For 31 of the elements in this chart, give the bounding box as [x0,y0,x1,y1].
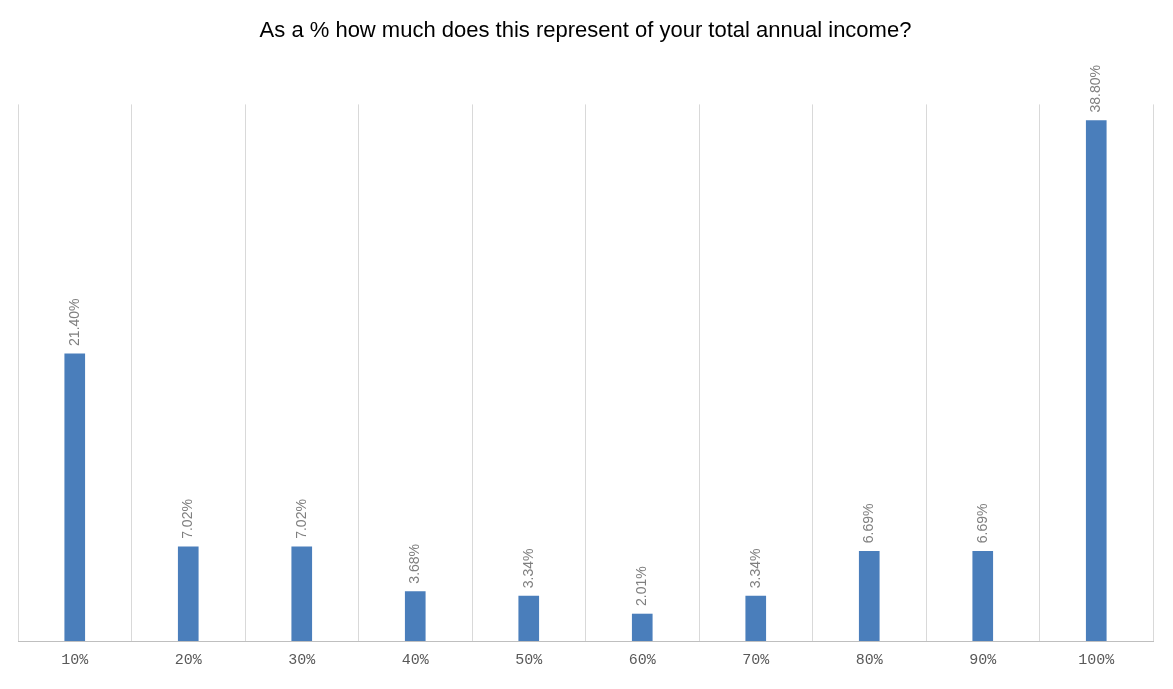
bar [972,550,994,641]
x-tick-label: 10% [61,651,90,669]
bar [631,613,653,641]
x-tick-label: 60% [628,651,657,669]
data-label: 38.80% [1087,65,1104,113]
x-tick-label: 70% [742,651,771,669]
bar [64,353,86,641]
x-tick-label: 90% [969,651,998,669]
data-label: 6.69% [973,503,990,544]
bar [177,546,199,641]
x-tick-label: 30% [288,651,317,669]
data-label: 21.40% [65,298,82,346]
data-label: 3.68% [406,543,423,584]
data-label: 3.34% [746,548,763,589]
data-label: 7.02% [292,499,309,539]
data-label: 7.02% [179,499,196,539]
x-tick-label: 40% [401,651,430,669]
bar [404,591,426,641]
bar [518,595,540,641]
bar [745,595,767,641]
x-tick-label: 50% [515,651,544,669]
bar [291,546,313,641]
bar [858,550,880,641]
bar [1085,120,1107,641]
x-tick-label: 100% [1078,651,1116,669]
chart-title: As a % how much does this represent of your total annual income? [259,17,912,43]
data-label: 2.01% [633,566,650,607]
data-label: 3.34% [519,548,536,589]
x-tick-label: 20% [174,651,203,669]
data-label: 6.69% [860,503,877,544]
x-tick-label: 80% [855,651,884,669]
